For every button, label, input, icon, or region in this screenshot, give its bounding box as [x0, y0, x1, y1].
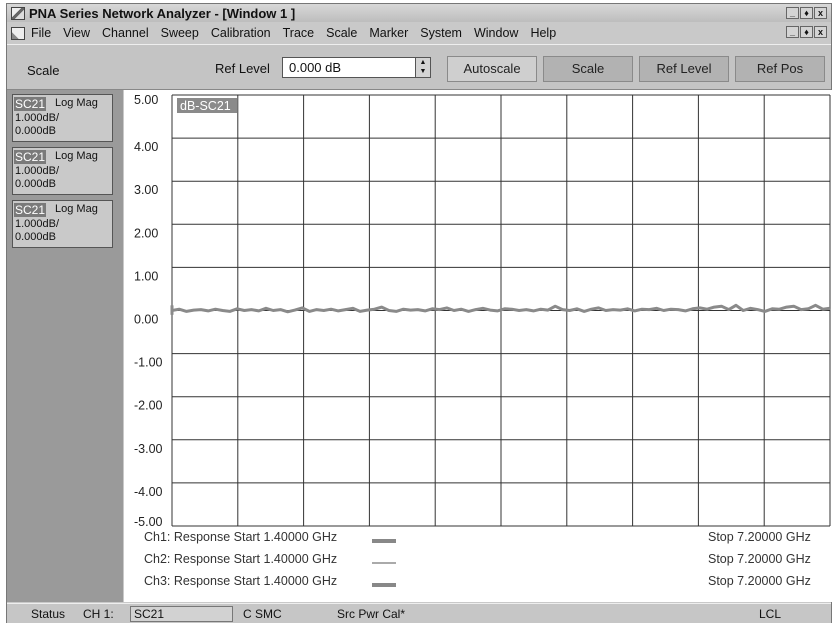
trace-line-sc21	[171, 303, 831, 314]
trace-scale: 1.000dB/	[15, 165, 60, 177]
legend-ch2-stop: Stop 7.20000 GHz	[708, 552, 811, 566]
trace-ref: 0.000dB	[15, 178, 56, 190]
y-tick-label: -4.00	[134, 485, 163, 499]
legend-ch3-stop: Stop 7.20000 GHz	[708, 574, 811, 588]
legend-ch1-swatch	[372, 539, 396, 543]
status-label: Status	[31, 607, 66, 621]
trace-format: Log Mag	[55, 150, 98, 162]
ref-level-spinner[interactable]: ▲ ▼	[415, 57, 431, 78]
y-tick-label: 5.00	[134, 93, 158, 107]
scale-button[interactable]: Scale	[543, 56, 633, 82]
window-title: PNA Series Network Analyzer - [Window 1 …	[29, 5, 296, 21]
trace-plot[interactable]: 5.00 4.00 3.00 2.00 1.00 0.00 -1.00 -2.00 -3.00 -…	[124, 90, 832, 530]
y-tick-label: -3.00	[134, 442, 163, 456]
toolbar-section-label: Scale	[27, 63, 60, 78]
trace-ref: 0.000dB	[15, 125, 56, 137]
doc-close-button[interactable]: x	[814, 26, 827, 38]
menu-help[interactable]: Help	[530, 26, 557, 40]
spin-down-icon[interactable]: ▼	[419, 68, 427, 75]
doc-minimize-button[interactable]: _	[786, 26, 799, 38]
status-bar: Status CH 1: SC21 C SMC Src Pwr Cal* LCL	[7, 603, 831, 623]
legend-ch2: Ch2: Response Start 1.40000 GHz	[144, 552, 338, 566]
app-icon	[11, 6, 25, 20]
menu-trace[interactable]: Trace	[282, 26, 315, 40]
close-button[interactable]: x	[814, 7, 827, 19]
ref-level-input[interactable]	[282, 57, 416, 78]
trace-item[interactable]: SC21 Log Mag 1.000dB/ 0.000dB	[12, 200, 113, 248]
trace-name: SC21	[14, 203, 47, 217]
status-cal: C SMC	[243, 607, 282, 621]
title-bar: PNA Series Network Analyzer - [Window 1 …	[7, 4, 831, 22]
menu-file[interactable]: File	[31, 26, 52, 40]
y-tick-label: 2.00	[134, 226, 158, 240]
legend-ch2-swatch	[372, 562, 396, 564]
ref-pos-button[interactable]: Ref Pos	[735, 56, 825, 82]
y-tick-label: 4.00	[134, 140, 158, 154]
scale-toolbar: Scale Ref Level ▲ ▼ Autoscale Scale Ref …	[7, 44, 831, 90]
menu-bar: File View Channel Sweep Calibration Trac…	[7, 23, 831, 43]
menu-system[interactable]: System	[420, 26, 462, 40]
plot-area[interactable]: 5.00 4.00 3.00 2.00 1.00 0.00 -1.00 -2.00 -3.00 -…	[124, 90, 832, 602]
menu-marker[interactable]: Marker	[369, 26, 409, 40]
trace-ref: 0.000dB	[15, 231, 56, 243]
status-mode: LCL	[759, 607, 782, 621]
legend-ch3-swatch	[372, 583, 396, 587]
trace-scale: 1.000dB/	[15, 218, 60, 230]
y-tick-label: 1.00	[134, 269, 158, 283]
document-icon[interactable]	[11, 26, 25, 40]
trace-format: Log Mag	[55, 97, 98, 109]
y-tick-label: 3.00	[134, 183, 158, 197]
title-window-controls: _ ♦ x	[786, 7, 827, 19]
status-src-pwr-cal: Src Pwr Cal*	[337, 607, 406, 621]
trace-scale: 1.000dB/	[15, 112, 60, 124]
analyzer-window: PNA Series Network Analyzer - [Window 1 …	[6, 3, 832, 623]
ref-level-label: Ref Level	[215, 61, 270, 76]
doc-restore-button[interactable]: ♦	[800, 26, 813, 38]
menu-view[interactable]: View	[63, 26, 91, 40]
legend-ch3: Ch3: Response Start 1.40000 GHz	[144, 574, 338, 588]
menu-window[interactable]: Window	[473, 26, 519, 40]
y-tick-label: -2.00	[134, 399, 163, 413]
legend-ch1-stop: Stop 7.20000 GHz	[708, 530, 811, 544]
y-tick-label: 0.00	[134, 313, 158, 327]
minimize-button[interactable]: _	[786, 7, 799, 19]
trace-item[interactable]: SC21 Log Mag 1.000dB/ 0.000dB	[12, 94, 113, 142]
status-measurement: SC21	[130, 606, 233, 622]
trace-name: SC21	[14, 150, 47, 164]
y-tick-label: -1.00	[134, 356, 163, 370]
menu-calibration[interactable]: Calibration	[210, 26, 271, 40]
y-tick-label: -5.00	[134, 515, 163, 529]
autoscale-button[interactable]: Autoscale	[447, 56, 537, 82]
status-channel: CH 1:	[83, 607, 114, 621]
menu-sweep[interactable]: Sweep	[160, 26, 199, 40]
trace-list-panel: SC21 Log Mag 1.000dB/ 0.000dB SC21 Log M…	[7, 90, 123, 602]
restore-button[interactable]: ♦	[800, 7, 813, 19]
trace-item[interactable]: SC21 Log Mag 1.000dB/ 0.000dB	[12, 147, 113, 195]
menu-scale[interactable]: Scale	[326, 26, 358, 40]
trace-label: dB-SC21	[180, 99, 231, 113]
document-window-controls: _ ♦ x	[786, 26, 827, 38]
trace-format: Log Mag	[55, 203, 98, 215]
menu-channel[interactable]: Channel	[102, 26, 149, 40]
trace-name: SC21	[14, 97, 47, 111]
legend-ch1: Ch1: Response Start 1.40000 GHz	[144, 530, 338, 544]
spin-up-icon[interactable]: ▲	[419, 59, 427, 66]
ref-level-button[interactable]: Ref Level	[639, 56, 729, 82]
trace-label-box	[177, 98, 237, 113]
